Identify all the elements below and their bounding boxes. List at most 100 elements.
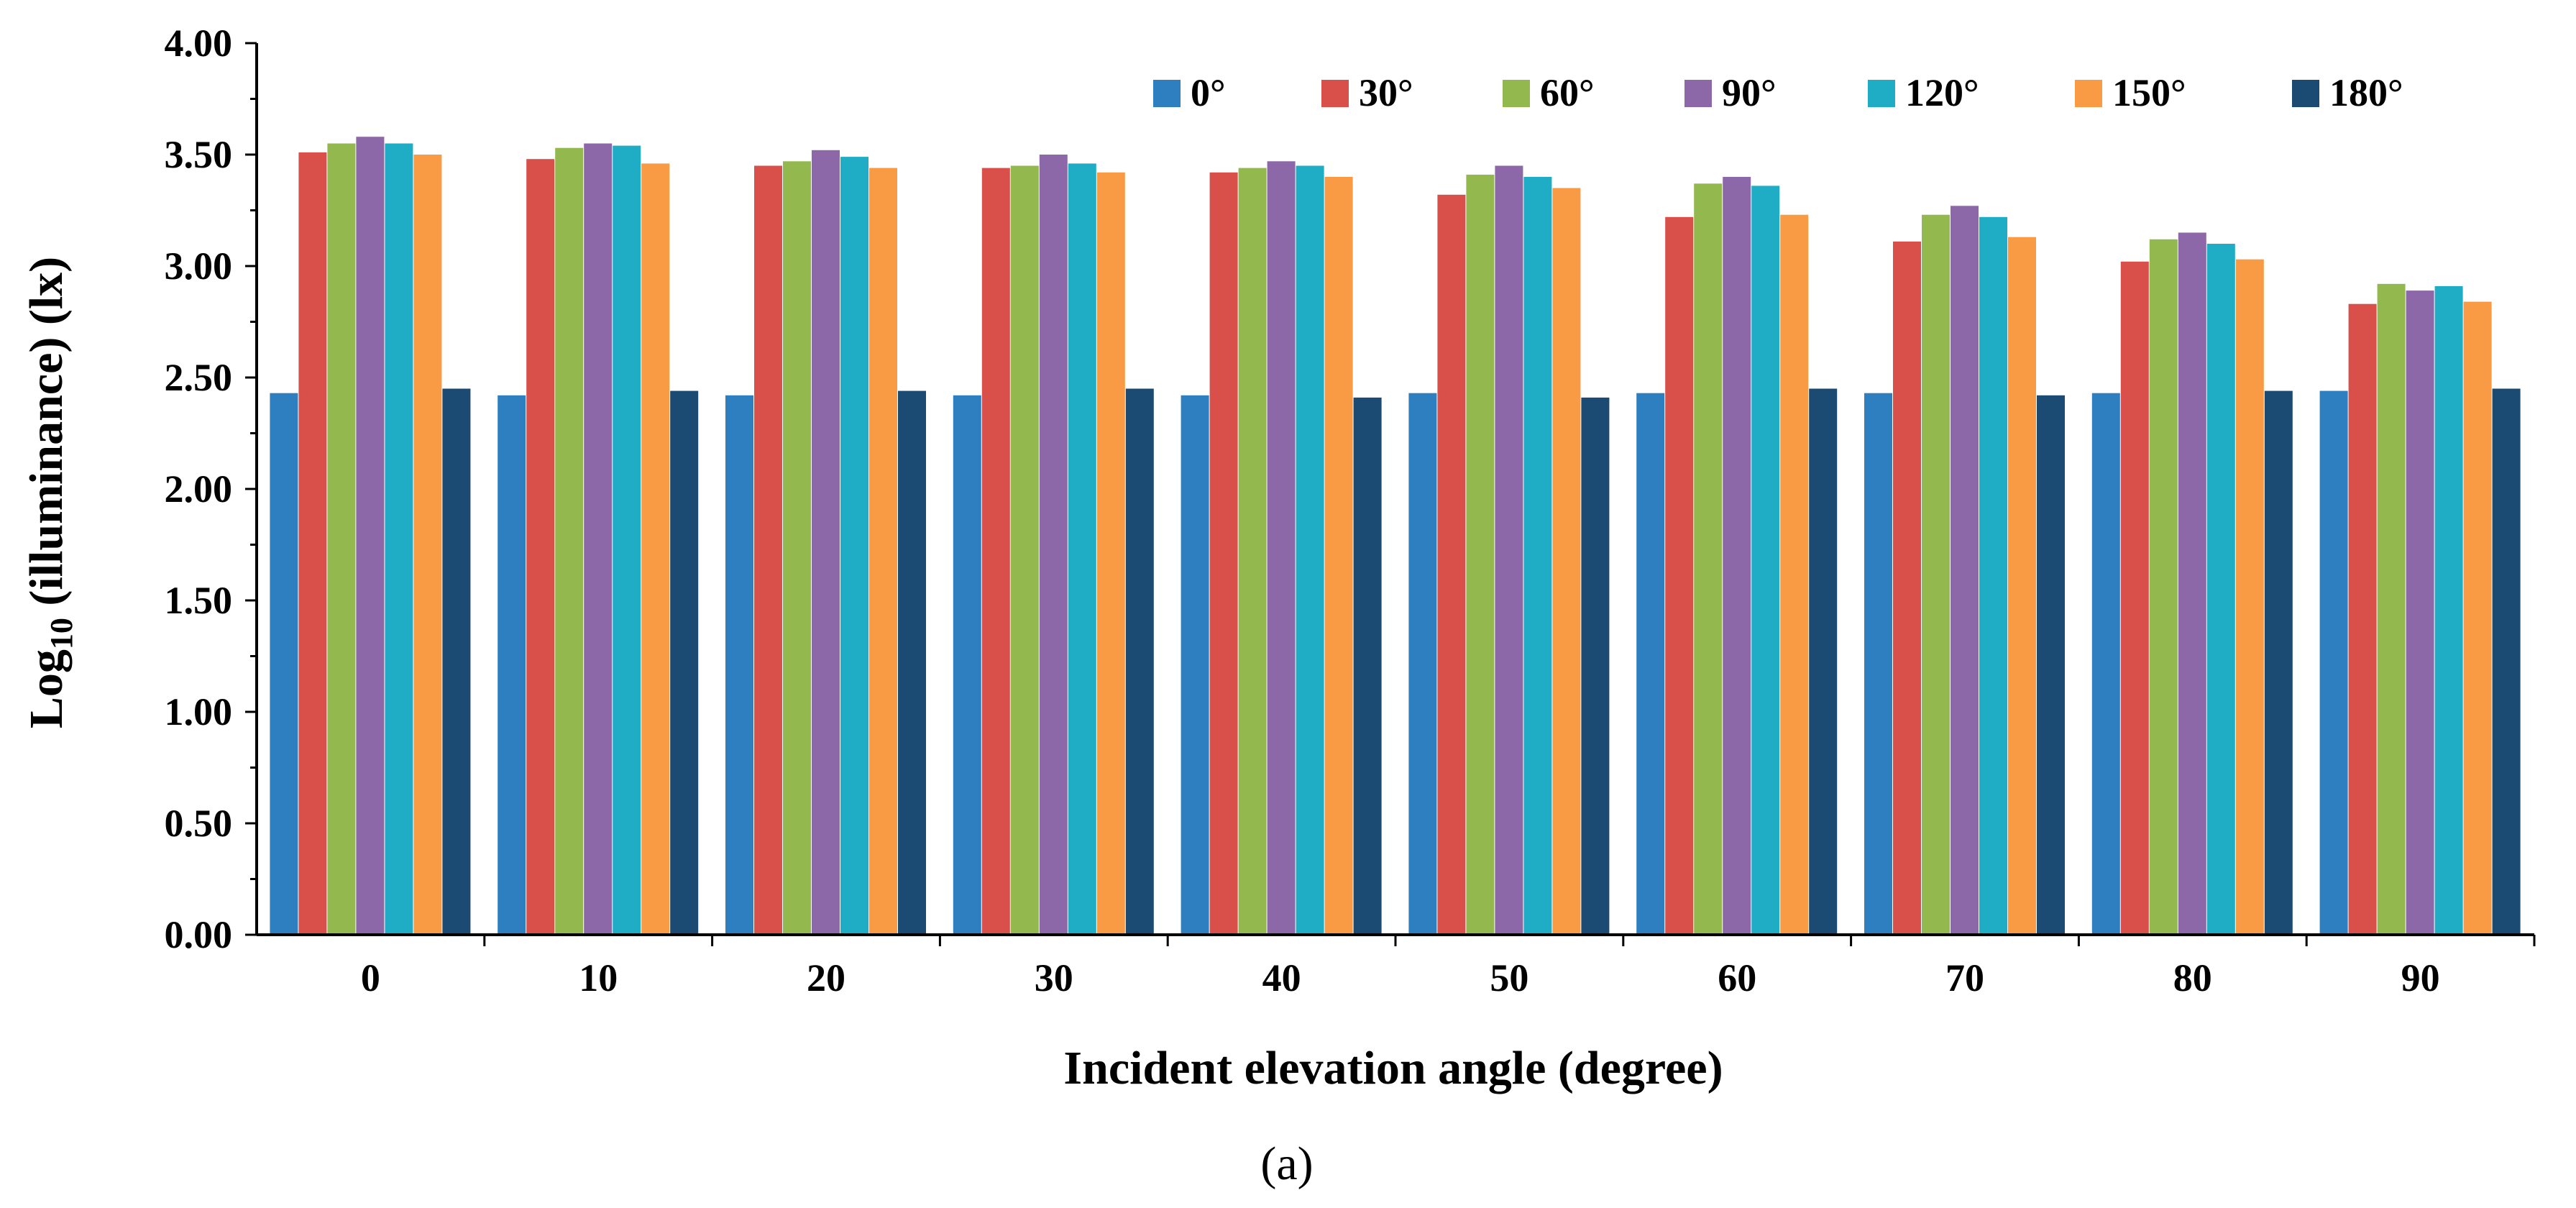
bar [1922,214,1950,935]
legend-label: 150° [2112,71,2186,114]
bar [953,395,981,935]
bar [613,145,641,935]
bar [2348,303,2377,935]
legend: 0° 30° 60° 90° 120° 150° 180° [1153,71,2403,114]
bar [555,147,584,935]
y-tick-label: 0.50 [165,802,233,845]
bar [498,395,526,935]
bar [1353,397,1382,935]
bar [2377,283,2406,935]
bar [1466,174,1495,935]
x-tick-label: 20 [807,956,845,999]
x-tick-label: 80 [2173,956,2212,999]
bar [413,155,442,935]
bar [1437,194,1466,935]
legend-label: 90° [1722,71,1777,114]
y-tick-label: 2.00 [165,467,233,511]
x-tick-label: 10 [579,956,618,999]
x-axis-title: Incident elevation angle (degree) [1063,1042,1723,1094]
bar [725,395,753,935]
y-tick-label: 3.00 [165,244,233,288]
bar [2091,393,2120,935]
x-tick-label: 70 [1945,956,1984,999]
bar [1068,163,1096,935]
bar [1723,177,1751,935]
y-tick-label: 0.00 [165,913,233,956]
bar [327,143,356,935]
bar [1010,165,1039,935]
bar [1864,393,1892,935]
legend-swatch [1153,80,1181,107]
y-axis-title-suffix: (illuminance) (lx) [20,257,73,618]
bar [2037,395,2065,935]
bar [2149,239,2178,935]
bar [1979,216,2007,935]
legend-label: 30° [1359,71,1413,114]
y-axis-title-subscript: 10 [44,618,79,649]
y-tick-label: 2.50 [165,356,233,399]
bar [1581,397,1610,935]
bar [526,159,555,935]
bar [270,393,298,935]
x-tick-label: 90 [2401,956,2440,999]
bar [898,390,926,935]
bar [1780,214,1809,935]
bar [2120,261,2149,935]
figure-caption: (a) [1260,1138,1313,1190]
bar [2178,232,2206,935]
bar [641,163,670,935]
bar [2319,390,2348,935]
bar [2406,290,2434,935]
legend-label: 180° [2329,71,2403,114]
x-tick-label: 30 [1035,956,1073,999]
bar [356,137,385,935]
bar [1209,172,1238,935]
bar [840,157,868,935]
bar [783,161,811,935]
y-tick-label: 1.50 [165,579,233,622]
bar [1181,395,1209,935]
bar [385,143,413,935]
bar [1809,388,1838,935]
x-tick-label: 60 [1718,956,1756,999]
bar [812,150,840,935]
legend-swatch [1685,80,1712,107]
legend-swatch [1503,80,1530,107]
y-tick-label: 1.00 [165,690,233,733]
bar [1096,172,1125,935]
bar [2492,388,2521,935]
bars [270,137,2521,935]
bar [1296,165,1324,935]
bar [1125,388,1154,935]
bar [869,168,897,935]
legend-label: 60° [1540,71,1595,114]
bar [2206,244,2235,935]
y-tick-label: 3.50 [165,133,233,176]
y-axis-title: Log10 (illuminance) (lx) [20,257,79,728]
bar [1665,216,1694,935]
bar [442,388,471,935]
legend-swatch [1321,80,1349,107]
bar [298,152,327,935]
bar [584,143,613,935]
bar [1951,206,1979,935]
axes: 0.00 0.50 1.00 1.50 2.00 2.50 3.00 3.50 4.00 0 10 2… [165,22,2536,999]
y-tick-label: 4.00 [165,22,233,65]
bar [1408,393,1437,935]
bar [1893,241,1921,935]
bar [1039,155,1068,935]
y-axis-title-prefix: Log [20,649,73,728]
bar [1324,177,1353,935]
bar [754,165,782,935]
bar [1694,183,1723,935]
bar [1267,161,1296,935]
bar [2434,285,2463,935]
legend-swatch [2075,80,2102,107]
bar [2235,259,2264,935]
x-tick-label: 0 [361,956,380,999]
bar [1751,186,1780,935]
legend-label: 0° [1191,71,1226,114]
legend-swatch [2292,80,2319,107]
bar [2463,301,2492,935]
